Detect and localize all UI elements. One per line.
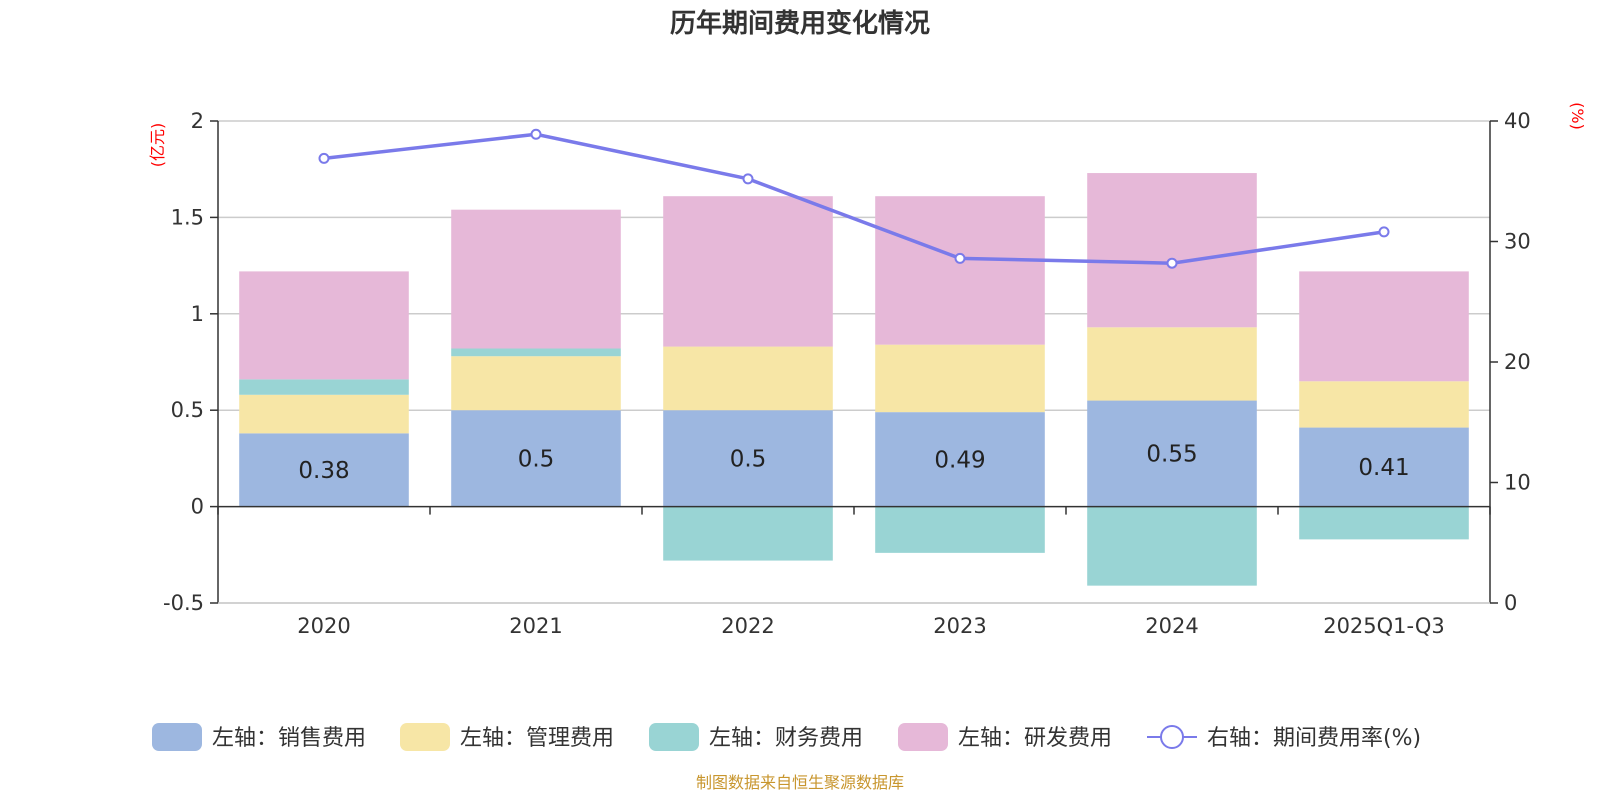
x-tick-label: 2022: [721, 614, 774, 638]
chart-title: 历年期间费用变化情况: [670, 8, 930, 39]
right-tick-label: 30: [1504, 230, 1531, 254]
bar-segment: [451, 209, 621, 349]
sales-value-label: 0.55: [1146, 442, 1197, 468]
bar-segment: [239, 271, 409, 380]
x-tick-label: 2020: [297, 614, 350, 638]
legend: 左轴：销售费用 左轴：管理费用 左轴：财务费用 左轴：研发费用 右轴：期间费用率(%): [152, 723, 1421, 751]
legend-label: 左轴：销售费用: [212, 726, 366, 751]
legend-marker: [1160, 725, 1184, 749]
legend-swatch: [152, 723, 202, 751]
legend-swatch: [400, 723, 450, 751]
sales-value-label: 0.38: [298, 458, 349, 484]
right-tick-label: 40: [1504, 109, 1531, 133]
bar-segment: [1299, 271, 1469, 382]
bar-segment: [1087, 400, 1257, 507]
bar-segment: [875, 506, 1045, 553]
left-tick-label: 1: [191, 302, 204, 326]
legend-label: 左轴：财务费用: [709, 726, 863, 751]
left-tick-label: 2: [191, 109, 204, 133]
bar-segment: [663, 196, 833, 347]
bar-segment: [239, 433, 409, 507]
sales-value-label: 0.41: [1358, 455, 1409, 481]
source-note: 制图数据来自恒生聚源数据库: [696, 773, 904, 792]
right-tick-label: 20: [1504, 350, 1531, 374]
bar-segment: [875, 344, 1045, 413]
bar-segment: [875, 412, 1045, 507]
bar-segment: [875, 196, 1045, 345]
bar-segment: [1087, 506, 1257, 586]
right-axis-unit: (%): [1568, 102, 1587, 130]
right-tick-label: 10: [1504, 471, 1531, 495]
left-axis-unit: (亿元): [148, 123, 167, 168]
rate-point: [530, 128, 542, 140]
x-tick-label: 2024: [1145, 614, 1198, 638]
legend-swatch: [898, 723, 948, 751]
rate-point: [1378, 226, 1390, 238]
bar-segment: [1299, 427, 1469, 507]
bar-segment: [451, 348, 621, 357]
rate-point: [954, 252, 966, 264]
bar-segment: [239, 394, 409, 434]
bar-segment: [239, 379, 409, 395]
rate-point: [318, 152, 330, 164]
x-tick-label: 2025Q1-Q3: [1323, 614, 1445, 638]
legend-swatch: [649, 723, 699, 751]
bar-segment: [1299, 381, 1469, 428]
sales-value-label: 0.5: [518, 446, 555, 472]
bar-segment: [663, 346, 833, 411]
bar-segment: [663, 506, 833, 561]
axes: 2 1.5 1 0.5 0 -0.5 40 30 20 10 0 2020 2021 2022 2023 20…: [163, 109, 1531, 638]
bar-segment: [451, 410, 621, 507]
bar-segment: [1087, 173, 1257, 328]
right-tick-label: 0: [1504, 591, 1517, 615]
bars: [239, 173, 1469, 586]
left-tick-label: 0: [191, 495, 204, 519]
sales-value-label: 0.5: [730, 446, 767, 472]
rate-line: [318, 128, 1390, 269]
bar-segment: [1299, 506, 1469, 540]
left-tick-label: 0.5: [171, 398, 204, 422]
left-tick-label: -0.5: [163, 591, 204, 615]
bar-segment: [663, 410, 833, 507]
x-tick-label: 2021: [509, 614, 562, 638]
x-tick-label: 2023: [933, 614, 986, 638]
sales-value-label: 0.49: [934, 447, 985, 473]
bar-segment: [451, 356, 621, 411]
rate-point: [1166, 257, 1178, 269]
data-labels: 0.38 0.5 0.5 0.49 0.55 0.41: [298, 442, 1409, 484]
rate-point: [742, 173, 754, 185]
rate-line-path: [323, 132, 1385, 265]
bar-segment: [1087, 327, 1257, 401]
legend-label: 右轴：期间费用率(%): [1207, 726, 1421, 751]
left-tick-label: 1.5: [171, 205, 204, 229]
legend-label: 左轴：研发费用: [958, 726, 1112, 751]
legend-label: 左轴：管理费用: [460, 726, 614, 751]
